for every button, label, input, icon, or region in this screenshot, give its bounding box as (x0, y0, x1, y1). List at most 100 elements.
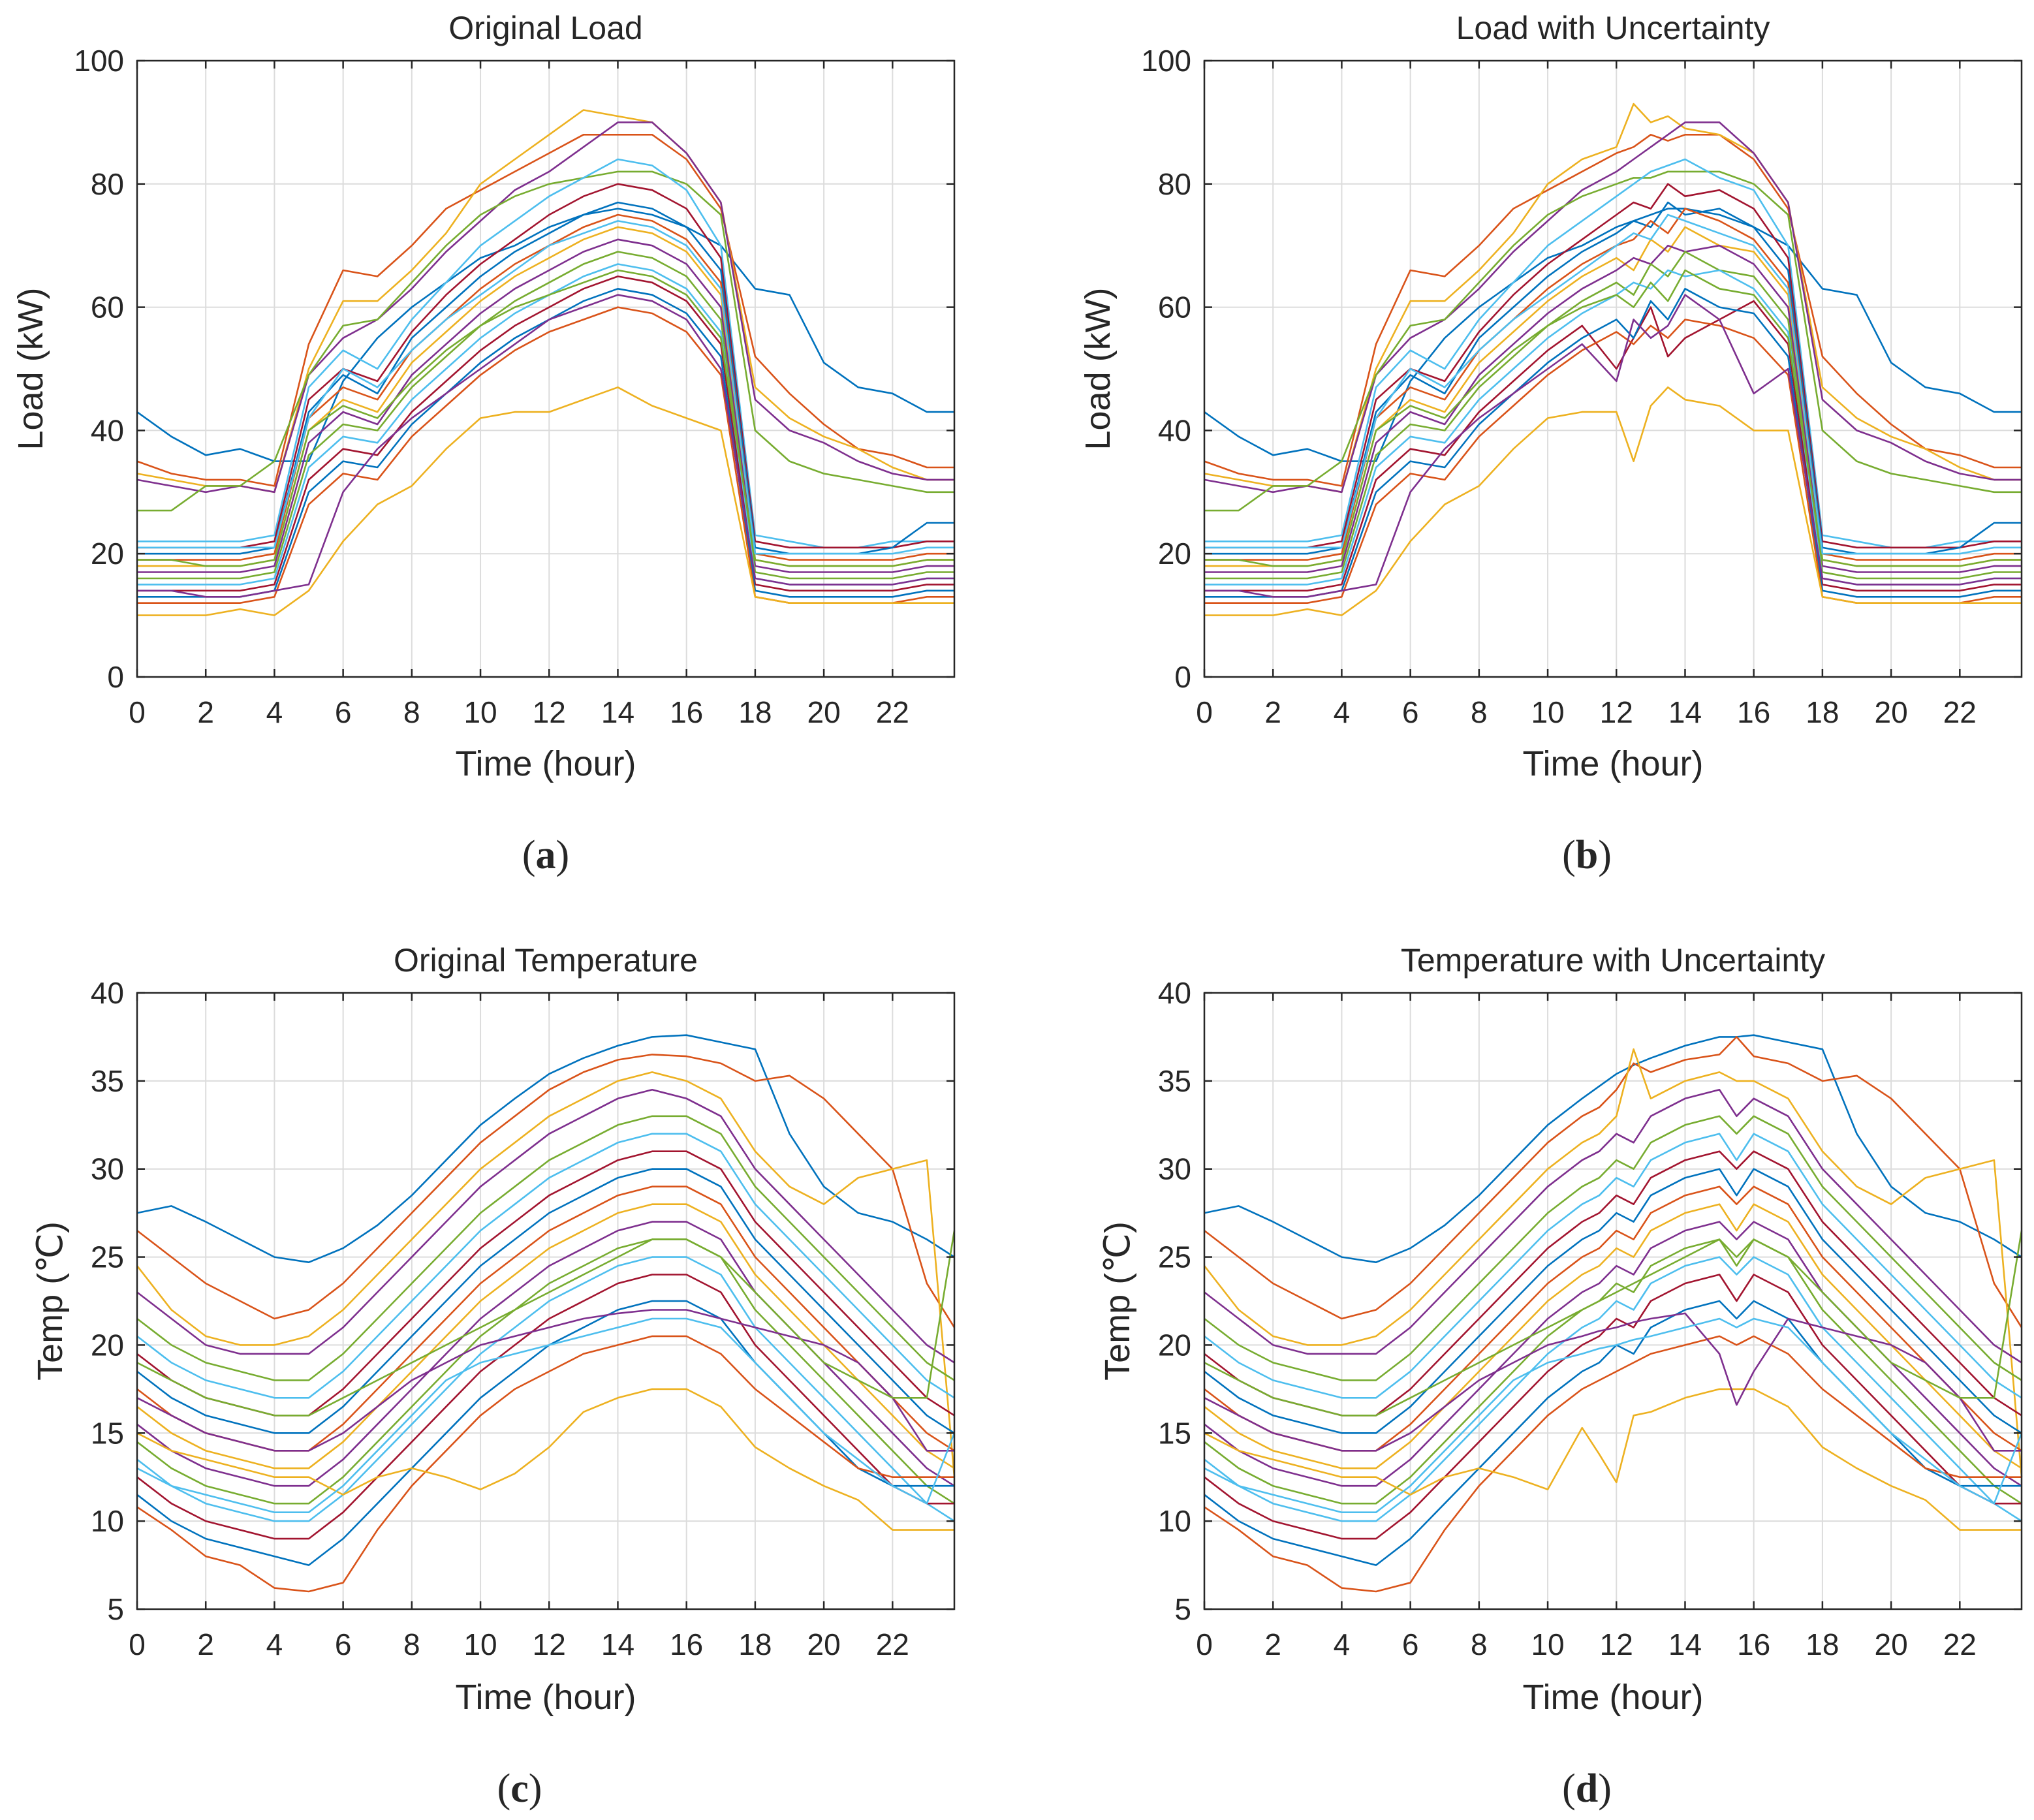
panel-label: (a) (522, 833, 569, 877)
series-line-14 (136, 1274, 954, 1540)
y-tick-label: 30 (91, 1152, 124, 1186)
y-tick-label: 100 (1141, 44, 1191, 78)
x-tick-label: 2 (197, 1627, 214, 1661)
y-tick-label: 40 (1158, 976, 1191, 1010)
series-line-2 (1204, 1036, 2023, 1328)
series-line-7 (1204, 183, 2022, 549)
series-line-17 (1204, 1388, 2022, 1531)
y-tick-label: 0 (1174, 660, 1191, 694)
x-tick-label: 8 (403, 695, 420, 729)
axes-frame (1203, 59, 2023, 678)
x-tick-label: 22 (1943, 695, 1977, 729)
chart-title: Original Temperature (394, 942, 698, 979)
y-tick-label: 0 (107, 660, 124, 694)
y-axis-label: Load (kW) (1078, 287, 1118, 450)
y-tick-label: 80 (1158, 167, 1191, 201)
x-tick-label: 20 (1875, 695, 1908, 729)
x-tick-label: 12 (1600, 695, 1633, 729)
series-line-20 (1204, 1317, 2023, 1513)
plot-area: 0 2 4 6 8 10 12 14 16 18 20 22 0 20 40 60 80 100 (74, 44, 956, 729)
x-tick-label: 2 (197, 695, 214, 729)
y-tick-label: 10 (1158, 1504, 1191, 1538)
x-tick-label: 0 (1196, 695, 1213, 729)
x-tick-label: 14 (1668, 695, 1702, 729)
y-tick-label: 100 (74, 44, 124, 78)
x-tick-label: 12 (533, 1627, 566, 1661)
series-line-20 (136, 1317, 956, 1513)
series-line-1 (1204, 1034, 2022, 1263)
series-line-2 (136, 1054, 956, 1328)
x-tick-label: 10 (1531, 1627, 1564, 1661)
series-line-16 (1204, 1335, 2022, 1593)
x-tick-label: 4 (1334, 1627, 1351, 1661)
x-tick-label: 10 (1531, 695, 1564, 729)
plot-area: 0 2 4 6 8 10 12 14 16 18 20 22 5 10 15 20 25 30 35 40 (1158, 976, 2023, 1661)
series-line-5 (136, 1115, 955, 1381)
y-tick-label: 40 (91, 976, 124, 1010)
x-tick-label: 10 (463, 695, 497, 729)
series-line-14 (1204, 1274, 2022, 1540)
series-line-17 (1204, 386, 2022, 616)
x-tick-label: 20 (807, 695, 841, 729)
series-line-20 (137, 220, 954, 555)
y-tick-label: 40 (91, 413, 124, 447)
series-line-19 (1204, 269, 2022, 567)
x-tick-label: 14 (601, 1627, 634, 1661)
series-line-19 (137, 269, 954, 567)
chart-title: Original Load (448, 10, 642, 46)
series-line-6 (1204, 158, 2022, 549)
x-axis-label: Time (hour) (455, 744, 636, 783)
series-line-9 (1204, 208, 2022, 561)
panel-label: (b) (1562, 833, 1612, 877)
series-line-5 (1204, 1115, 2022, 1381)
series-line-15 (1204, 287, 2022, 598)
panel-label: (c) (497, 1766, 542, 1811)
series-line-12 (1204, 251, 2022, 580)
y-tick-label: 10 (91, 1504, 124, 1538)
series-line-6 (1204, 1133, 2022, 1399)
x-tick-label: 0 (1196, 1627, 1213, 1661)
x-tick-label: 16 (1737, 1627, 1770, 1661)
plot-background (137, 61, 954, 677)
series-line-3 (1203, 1048, 2023, 1477)
series-line-16 (136, 1335, 954, 1593)
series-line-2 (136, 134, 954, 487)
series-line-18 (137, 294, 954, 598)
series-line-4 (1204, 1089, 2022, 1364)
chart-title: Temperature with Uncertainty (1401, 942, 1825, 979)
axes-frame (1203, 992, 2023, 1610)
chart-title: Load with Uncertainty (1456, 10, 1770, 46)
y-tick-label: 25 (1158, 1240, 1191, 1274)
plot-background (1204, 61, 2022, 677)
series-line-17 (136, 1388, 954, 1531)
x-tick-label: 10 (463, 1627, 497, 1661)
series-line-13 (1204, 1256, 2022, 1522)
series-line-13 (136, 1256, 955, 1522)
x-tick-label: 0 (129, 695, 146, 729)
series-line-14 (137, 275, 954, 592)
x-tick-label: 4 (1334, 695, 1351, 729)
series-line-4 (136, 121, 954, 494)
series-line-1 (136, 1034, 955, 1263)
series-line-10 (1204, 1203, 2022, 1469)
series-line-2 (1204, 134, 2022, 487)
series-line-18 (1204, 294, 2022, 598)
x-tick-label: 12 (1600, 1627, 1633, 1661)
x-tick-label: 18 (738, 1627, 772, 1661)
y-tick-label: 20 (91, 537, 124, 571)
series-line-3 (136, 1071, 956, 1477)
plot-area: 0 2 4 6 8 10 12 14 16 18 20 22 5 10 15 20 25 30 35 40 (91, 976, 956, 1661)
y-tick-label: 20 (1158, 537, 1191, 571)
axes-frame (136, 992, 956, 1610)
x-tick-label: 18 (1806, 1627, 1839, 1661)
panel-label: (d) (1562, 1766, 1612, 1811)
series-line-6 (136, 1133, 955, 1399)
series-line-12 (136, 1238, 955, 1505)
x-tick-label: 20 (807, 1627, 841, 1661)
x-axis-label: Time (hour) (1522, 1678, 1703, 1717)
x-tick-label: 18 (1806, 695, 1839, 729)
y-tick-label: 15 (91, 1416, 124, 1450)
series-line-17 (137, 386, 954, 616)
y-tick-label: 35 (1158, 1064, 1191, 1098)
